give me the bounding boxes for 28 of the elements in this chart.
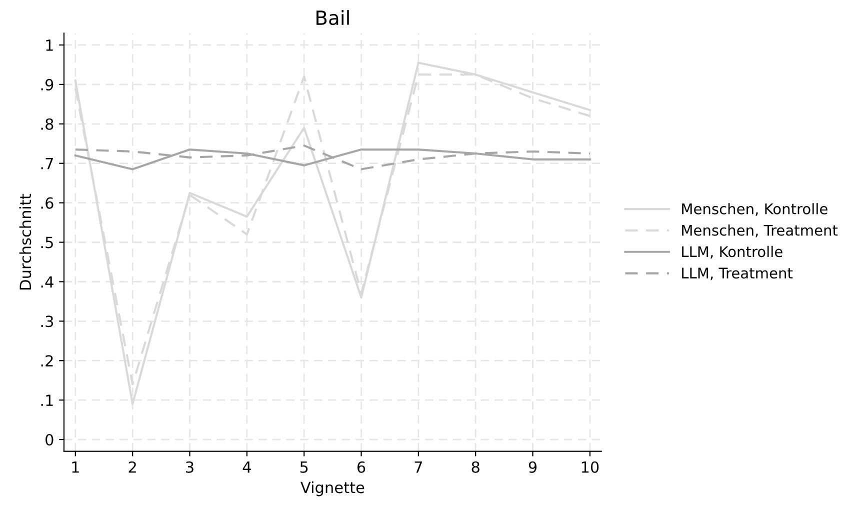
x-tick-label: 1 — [72, 462, 79, 473]
y-tick-label: 1 — [46, 40, 53, 51]
legend-label: Menschen, Kontrolle — [682, 203, 828, 216]
y-tick-label: .9 — [41, 78, 54, 90]
x-tick-label: 7 — [414, 462, 422, 473]
y-tick-label: .1 — [41, 394, 53, 406]
y-tick-label: 0 — [46, 434, 54, 446]
x-tick-label: 5 — [300, 462, 308, 473]
y-tick-label: .3 — [41, 316, 54, 328]
x-axis-title: Vignette — [300, 481, 364, 496]
x-tick-label: 9 — [528, 461, 537, 473]
y-tick-label: .6 — [41, 197, 54, 209]
legend-label: Menschen, Treatment — [682, 224, 838, 238]
x-tick-label: 8 — [472, 461, 480, 473]
y-tick-label: .7 — [41, 158, 53, 170]
x-tick-label: 2 — [128, 461, 136, 473]
legend-label: LLM, Treatment — [682, 268, 793, 280]
y-tick-label: .2 — [41, 355, 53, 366]
x-tick-label: 10 — [582, 461, 599, 473]
y-tick-label: .8 — [41, 118, 54, 130]
x-tick-label: 4 — [242, 462, 251, 473]
y-tick-label: .5 — [41, 236, 53, 248]
y-tick-label: .4 — [41, 276, 54, 288]
y-axis-title: Durchschnitt — [19, 194, 32, 290]
x-tick-label: 3 — [186, 461, 194, 473]
chart-title: Bail — [316, 10, 349, 26]
x-tick-label: 6 — [357, 461, 366, 473]
legend-label: LLM, Kontrolle — [682, 246, 782, 259]
